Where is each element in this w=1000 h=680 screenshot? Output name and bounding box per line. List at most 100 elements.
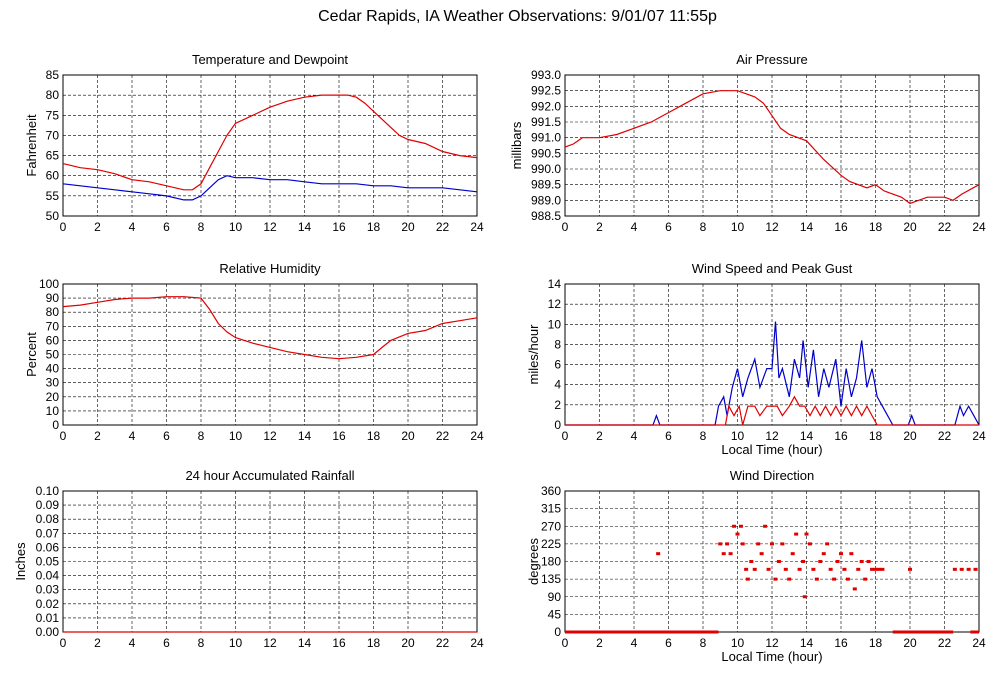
pressure-series-line-0 [564, 90, 980, 205]
humidity-x-tick-label: 2 [94, 429, 101, 443]
pressure-x-tick-label: 10 [731, 220, 745, 234]
humidity-x-tick-label: 10 [229, 429, 243, 443]
direction-point [763, 524, 768, 528]
rain-y-tick-label: 0.10 [36, 484, 60, 498]
rain-y-tick-label: 0.06 [36, 540, 60, 554]
temp-y-axis-label: Fahrenheit [24, 114, 39, 177]
temp-x-tick-label: 18 [367, 220, 381, 234]
direction-point [718, 542, 723, 546]
humidity-y-tick-label: 50 [46, 348, 60, 362]
humidity-y-tick-label: 20 [46, 390, 60, 404]
direction-point [745, 577, 750, 581]
pressure-y-tick-label: 992.0 [531, 99, 561, 113]
wind-x-axis-label: Local Time (hour) [721, 442, 822, 457]
direction-x-tick-label: 2 [596, 636, 603, 650]
page-title: Cedar Rapids, IA Weather Observations: 9… [318, 8, 717, 25]
temp-y-tick-label: 55 [46, 189, 60, 203]
pressure-x-tick-label: 24 [972, 220, 986, 234]
wind-y-tick-label: 6 [554, 358, 561, 372]
wind-title: Wind Speed and Peak Gust [692, 261, 853, 276]
humidity-title: Relative Humidity [219, 261, 321, 276]
pressure-y-tick-label: 991.5 [531, 115, 561, 129]
temp-x-tick-label: 4 [129, 220, 136, 234]
rain-x-tick-label: 18 [367, 636, 381, 650]
direction-point [821, 552, 826, 556]
direction-x-tick-label: 6 [665, 636, 672, 650]
direction-point [794, 532, 799, 536]
rain-y-tick-label: 0.05 [36, 555, 60, 569]
pressure-x-tick-label: 4 [631, 220, 638, 234]
rain-y-tick-label: 0.07 [36, 526, 60, 540]
wind-frame [564, 283, 980, 426]
direction-point [807, 542, 812, 546]
humidity-x-tick-label: 12 [263, 429, 277, 443]
direction-y-tick-label: 90 [548, 590, 562, 604]
temp-series-line-1 [62, 175, 478, 201]
temp-x-tick-label: 16 [332, 220, 346, 234]
direction-point [863, 577, 868, 581]
direction-point [825, 542, 830, 546]
direction-point [759, 552, 764, 556]
temp-x-tick-label: 20 [401, 220, 415, 234]
direction-point [804, 532, 809, 536]
direction-point [835, 560, 840, 563]
wind-x-tick-label: 16 [834, 429, 848, 443]
humidity-x-tick-label: 0 [60, 429, 67, 443]
direction-y-tick-label: 45 [548, 607, 562, 621]
direction-point [787, 577, 792, 581]
humidity-x-tick-label: 6 [163, 429, 170, 443]
direction-point [735, 532, 740, 536]
wind-y-tick-label: 14 [548, 277, 562, 291]
rain-x-tick-label: 16 [332, 636, 346, 650]
humidity-x-tick-label: 14 [298, 429, 312, 443]
direction-point [859, 560, 864, 563]
wind-y-tick-label: 4 [554, 378, 561, 392]
direction-title: Wind Direction [730, 468, 815, 483]
direction-x-tick-label: 20 [903, 636, 917, 650]
temp-x-tick-label: 0 [60, 220, 67, 234]
direction-point [908, 567, 912, 571]
pressure-x-tick-label: 0 [562, 220, 569, 234]
direction-x-tick-label: 16 [834, 636, 848, 650]
direction-point [832, 577, 837, 581]
wind-x-tick-label: 14 [800, 429, 814, 443]
pressure-x-tick-label: 2 [596, 220, 603, 234]
rain-x-tick-label: 14 [298, 636, 312, 650]
wind-series-line-1 [565, 395, 979, 426]
direction-point [852, 587, 857, 591]
rain-x-tick-label: 8 [198, 636, 205, 650]
pressure-x-tick-label: 12 [765, 220, 779, 234]
direction-point [732, 524, 737, 528]
direction-point [966, 567, 971, 571]
direction-point [749, 560, 754, 563]
direction-point [721, 552, 726, 556]
direction-point [780, 542, 785, 546]
humidity-y-tick-label: 0 [52, 418, 59, 432]
humidity-y-axis-label: Percent [24, 332, 39, 377]
wind-x-tick-label: 6 [665, 429, 672, 443]
direction-point [790, 552, 795, 556]
direction-y-tick-label: 315 [541, 502, 561, 516]
humidity-y-tick-label: 10 [46, 404, 60, 418]
temp-y-tick-label: 65 [46, 149, 60, 163]
direction-point [845, 577, 850, 581]
direction-point [656, 552, 661, 556]
rain-y-tick-label: 0.03 [36, 583, 60, 597]
direction-point [783, 567, 788, 571]
temp-x-tick-label: 12 [263, 220, 277, 234]
direction-point [740, 542, 745, 546]
rain-x-tick-label: 22 [436, 636, 450, 650]
temp-y-tick-label: 50 [46, 209, 60, 223]
wind-y-tick-label: 8 [554, 337, 561, 351]
direction-y-tick-label: 360 [541, 484, 561, 498]
direction-point [818, 560, 823, 563]
direction-point [814, 577, 819, 581]
wind-x-tick-label: 8 [700, 429, 707, 443]
wind-y-tick-label: 2 [554, 398, 561, 412]
direction-point [770, 542, 774, 546]
direction-y-tick-label: 180 [541, 555, 561, 569]
rain-y-tick-label: 0.02 [36, 597, 60, 611]
temp-x-tick-label: 6 [163, 220, 170, 234]
